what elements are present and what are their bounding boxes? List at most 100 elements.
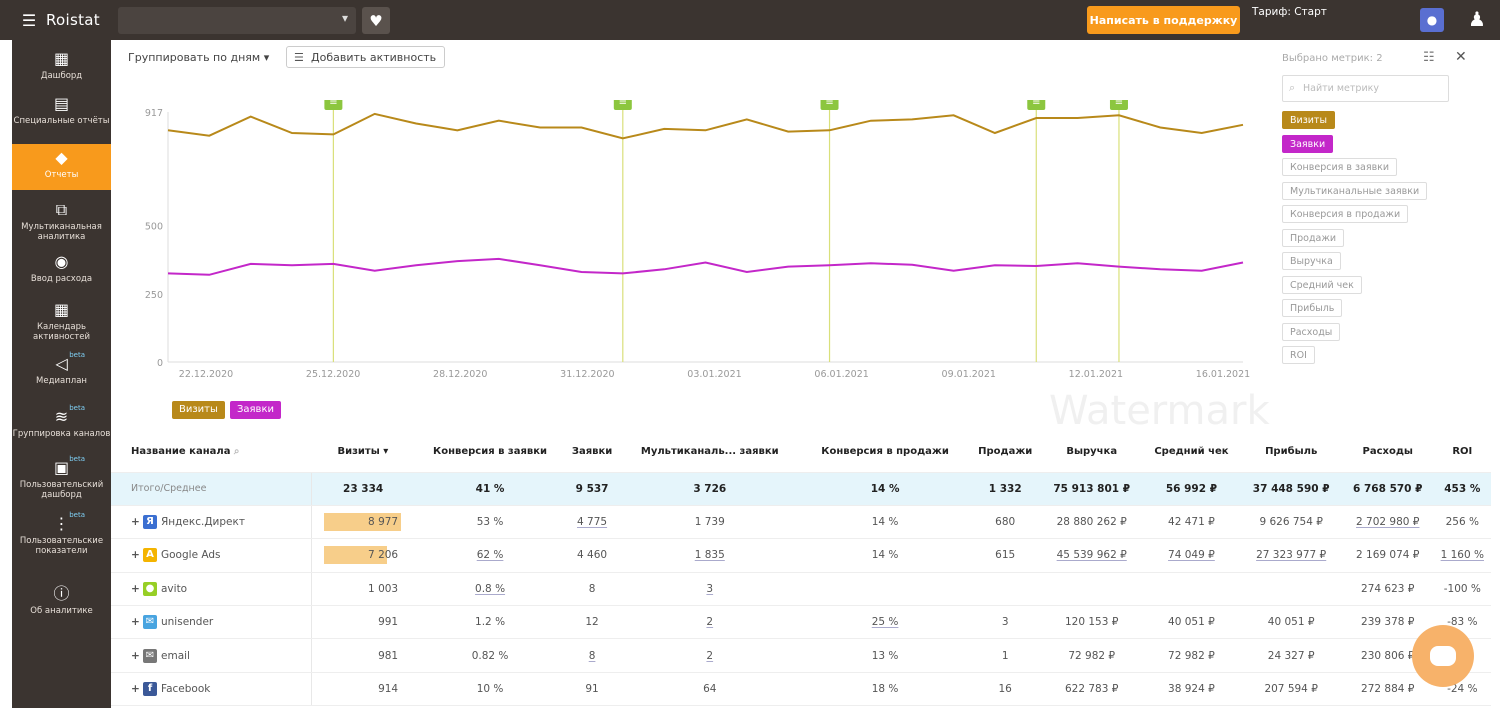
expand-icon[interactable]: + [131,549,140,562]
cell-value[interactable]: 25 % [871,616,899,629]
search-icon[interactable]: ⌕ [230,446,240,458]
support-button[interactable]: Написать в поддержку [1087,6,1240,34]
metric-chip[interactable]: Средний чек [1282,275,1362,294]
cell-value[interactable]: 62 % [476,549,504,562]
channel-name[interactable]: avito [161,582,188,595]
cell-value[interactable]: 74 049 ₽ [1168,549,1215,562]
sidebar-item-info[interactable]: ⓘ Об аналитике [12,580,111,620]
channel-name[interactable]: email [161,649,190,662]
expand-icon[interactable]: + [131,649,140,662]
table-cell: 239 378 ₽ [1341,605,1434,640]
table-row[interactable]: + A Google Ads 7 206 62 % 4 460 1 835 14 % 615 45… [111,538,1491,573]
column-header[interactable]: Выручка [1041,432,1143,473]
table-cell: 120 153 ₽ [1041,605,1143,640]
sidebar-item-clipboard[interactable]: ▤ Специальные отчёты [12,90,111,140]
table-row[interactable]: + f Facebook 914 10 % 91 64 18 % 16 622 783 ₽ 38 9… [111,672,1491,707]
expand-icon[interactable]: + [131,582,140,595]
activity-marker-icon[interactable] [613,100,632,110]
dashboard-icon: ▦ [53,49,70,68]
metric-search-input[interactable]: ⌕ Найти метрику [1282,75,1449,102]
activity-marker-icon[interactable] [820,100,839,110]
column-header[interactable]: Название канала ⌕ [111,432,311,473]
channel-name-cell: + f Facebook [111,672,312,707]
cell-value[interactable]: 1 835 [694,549,725,562]
chat-button[interactable] [1412,625,1474,687]
cell-value[interactable]: 45 539 962 ₽ [1056,549,1127,562]
column-header[interactable]: Конверсия в продажи [800,432,970,473]
metric-chip[interactable]: ROI [1282,346,1315,364]
metric-chip[interactable]: Конверсия в заявки [1282,158,1398,176]
metric-chip[interactable]: Конверсия в продажи [1282,205,1409,223]
metric-chip[interactable]: Продажи [1282,228,1345,247]
cell-value[interactable]: 0.8 % [475,582,506,595]
metric-chip[interactable]: Выручка [1282,252,1341,270]
channel-name[interactable]: unisender [161,616,214,629]
column-header[interactable]: Визиты ▾ [311,432,415,473]
expand-icon[interactable]: + [131,516,140,529]
cell-value: 0.82 % [471,649,509,662]
table-row[interactable]: + ● avito 1 003 0.8 % 8 3 274 623 ₽ -100 % [111,572,1491,607]
cell-value[interactable]: 2 [706,649,714,662]
table-row[interactable]: + ✉ unisender 991 1.2 % 12 2 25 % 3 120 153 ₽ 40 0… [111,605,1491,640]
visits-bar: 991 [324,613,402,631]
tariff-label[interactable]: Тариф: Старт [1252,6,1327,18]
table-row[interactable]: + ✉ email 981 0.82 % 8 2 13 % 1 72 982 ₽ 72 982 ₽ 2… [111,638,1491,673]
column-header[interactable]: Средний чек [1142,432,1241,473]
column-header[interactable]: Конверсия в заявки [414,432,566,473]
sidebar-item-money[interactable]: ◉ Ввод расхода [12,248,111,290]
channel-name[interactable]: Google Ads [161,549,221,562]
metric-chip[interactable]: Визиты [1282,111,1335,129]
list-view-icon[interactable]: ☷ [1423,50,1435,65]
table-cell: 10 % [414,672,566,707]
user-avatar-icon[interactable]: ♟ [1468,7,1486,31]
metric-chip[interactable]: Расходы [1282,322,1341,341]
channel-name[interactable]: Яндекс.Директ [161,516,245,529]
table-cell: 4 775 [565,505,619,540]
group-by-dropdown[interactable]: Группировать по дням ▾ [128,51,270,64]
cell-value: 14 % [871,549,899,562]
legend-leads[interactable]: Заявки [230,401,281,419]
project-select[interactable]: ▾ [118,7,356,34]
sidebar-item-layers[interactable]: ≋ beta Группировка каналов [12,403,111,453]
activity-marker-icon[interactable] [1109,100,1128,110]
cell-value[interactable]: 3 [706,582,714,595]
cell-value[interactable]: 2 [706,616,714,629]
sidebar-item-custom-dashboard[interactable]: ▣ beta Пользовательский дашборд [12,454,111,508]
sidebar-item-calendar[interactable]: ▦ Календарь активностей [12,296,111,348]
cell-value: 16 [998,683,1012,696]
metric-chip[interactable]: Заявки [1282,134,1334,153]
table-cell: 40 051 ₽ [1142,605,1241,640]
sidebar-item-dashboard[interactable]: ▦ Дашборд [12,45,111,87]
legend-visits[interactable]: Визиты [172,401,225,419]
list-icon: ☰ [294,51,304,64]
cell-value[interactable]: 8 [588,649,596,662]
cell-value[interactable]: 2 702 980 ₽ [1356,516,1420,529]
expand-icon[interactable]: + [131,616,140,629]
sidebar-item-reports[interactable]: ◆ Отчеты [12,144,111,190]
sidebar-item-megaphone[interactable]: ◁ beta Медиаплан [12,350,111,400]
column-header[interactable]: Расходы [1341,432,1434,473]
column-header[interactable]: Мультиканаль... заявки [618,432,801,473]
column-header[interactable]: Продажи [969,432,1041,473]
metric-chip[interactable]: Прибыль [1282,299,1343,317]
sidebar-item-custom-metrics[interactable]: ⋮ beta Пользовательские показатели [12,510,111,572]
cell-value[interactable]: 27 323 977 ₽ [1256,549,1327,562]
avito-icon: ● [143,581,157,596]
channel-name[interactable]: Facebook [161,683,211,696]
column-header[interactable]: Прибыль [1240,432,1342,473]
cell-value[interactable]: 4 775 [577,516,608,529]
hamburger-menu-icon[interactable]: ☰ [21,10,37,30]
column-header[interactable]: Заявки [565,432,619,473]
notifications-icon[interactable]: ● [1420,8,1444,32]
activity-marker-icon[interactable] [1027,100,1046,110]
close-icon[interactable]: ✕ [1455,49,1467,65]
expand-icon[interactable]: + [131,683,140,696]
table-row[interactable]: + Я Яндекс.Директ 8 977 53 % 4 775 1 739 14 % 68… [111,505,1491,540]
metric-chip[interactable]: Мультиканальные заявки [1282,181,1428,200]
column-header[interactable]: ROI [1433,432,1491,473]
favorites-button[interactable]: ♥ [362,7,390,34]
cell-value[interactable]: 1 160 % [1440,549,1484,562]
add-activity-button[interactable]: ☰ Добавить активность [286,46,446,68]
sidebar-item-hierarchy[interactable]: ⧉ Мультиканальная аналитика [12,196,111,246]
activity-marker-icon[interactable] [324,100,343,110]
